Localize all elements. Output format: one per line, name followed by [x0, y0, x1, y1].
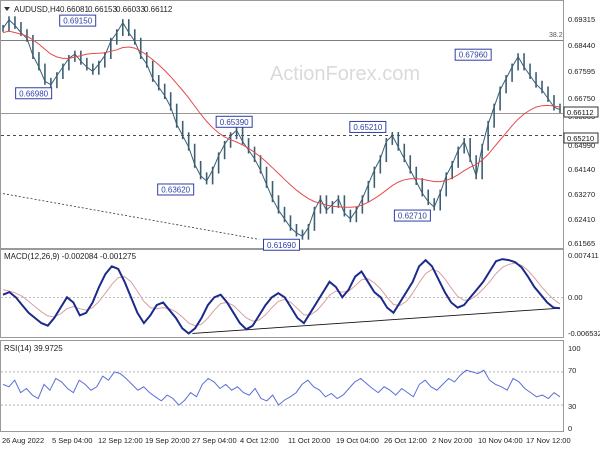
price-y-tick: 0.67595 [568, 67, 595, 76]
sma-line [2, 30, 561, 208]
macd-plot [1, 258, 563, 335]
x-tick: 27 Sep 04:00 [192, 436, 237, 445]
annotation-box [393, 209, 431, 222]
fib-label: 38.2 [549, 32, 563, 39]
price-ohlc-close: 0.66112 [144, 5, 173, 14]
macd-y-axis: 0.007411 0.00 -0.006532 [568, 251, 600, 338]
current-price-tag [563, 106, 599, 118]
price-y-tick: 0.61565 [568, 239, 595, 248]
price-line [2, 19, 561, 237]
price-annotation: 0.63620 [157, 183, 195, 196]
annotation-label: 0.65390 [220, 118, 249, 127]
annotation-label: 0.67960 [459, 51, 488, 60]
macd-title: MACD(12,26,9) -0.002084 -0.001275 [4, 252, 137, 261]
price-y-tick: 0.68440 [568, 41, 595, 50]
x-tick: 17 Nov 12:00 [526, 436, 571, 445]
price-plot [1, 16, 563, 240]
annotation-label: 0.63620 [161, 185, 190, 194]
watermark: ActionForex.com [270, 63, 420, 85]
macd-trendline [192, 307, 561, 334]
x-tick: 5 Sep 04:00 [52, 436, 92, 445]
annotation-box [15, 87, 53, 100]
x-tick: 26 Aug 2022 [2, 436, 44, 445]
macd-y-tick: 0.007411 [568, 251, 599, 260]
support-price-label: 0.65210 [567, 134, 594, 143]
rsi-y-tick: 30 [568, 402, 576, 411]
price-y-tick: 0.66750 [568, 94, 595, 103]
x-tick: 26 Oct 12:00 [384, 436, 427, 445]
annotation-box [263, 238, 300, 251]
x-tick: 4 Oct 12:00 [240, 436, 279, 445]
price-ohlc-high: 0.66153 [88, 5, 117, 14]
price-annotation: 0.65390 [215, 115, 253, 128]
pane-dropdown-icon [4, 7, 10, 11]
x-tick: 10 Nov 04:00 [478, 436, 523, 445]
x-axis: 26 Aug 2022 5 Sep 04:00 12 Sep 12:00 19 … [2, 436, 571, 445]
annotation-label: 0.69150 [63, 17, 92, 26]
price-annotation: 0.66980 [15, 87, 53, 100]
annotation-label: 0.61690 [267, 241, 296, 250]
x-tick: 11 Oct 20:00 [288, 436, 330, 445]
rsi-plot [1, 369, 563, 406]
price-annotation: 0.69150 [59, 14, 97, 27]
x-tick: 12 Sep 12:00 [98, 436, 143, 445]
price-title: AUDUSD,H4 [14, 5, 61, 14]
annotation-box [215, 115, 253, 128]
annotation-box [59, 14, 97, 27]
annotation-label: 0.66980 [19, 89, 48, 98]
rsi-y-tick: 0 [568, 424, 572, 433]
price-annotations: 0.69150 0.66980 0.65390 0.63620 0.61690 0.652… [15, 14, 492, 251]
x-tick: 2 Nov 20:00 [432, 436, 472, 445]
price-y-tick: 0.63270 [568, 190, 595, 199]
price-y-axis: 0.69315 0.68440 0.67595 0.66750 0.65865 … [568, 15, 595, 248]
annotation-label: 0.65210 [353, 123, 382, 132]
price-annotation: 0.65210 [349, 120, 387, 133]
price-y-tick: 0.69315 [568, 15, 595, 24]
price-annotation: 0.62710 [393, 209, 431, 222]
trendline-dotted [2, 193, 260, 240]
current-price-label: 0.66112 [567, 108, 594, 117]
annotation-label: 0.62710 [398, 212, 427, 221]
macd-line [2, 258, 561, 335]
price-y-tick: 0.64140 [568, 165, 595, 174]
rsi-pane-frame [0, 340, 564, 432]
price-y-tick: 0.62410 [568, 215, 595, 224]
annotation-box [454, 48, 492, 61]
macd-y-tick: 0.00 [568, 293, 583, 302]
x-tick: 19 Oct 04:00 [336, 436, 379, 445]
price-annotation: 0.67960 [454, 48, 492, 61]
support-price-tag [563, 132, 599, 144]
price-ohlc-low: 0.66033 [116, 5, 145, 14]
macd-y-tick: -0.006532 [568, 329, 600, 338]
x-tick: 19 Sep 20:00 [145, 436, 190, 445]
rsi-y-tick: 100 [568, 344, 581, 353]
rsi-line [2, 369, 561, 406]
price-annotation: 0.61690 [263, 238, 300, 251]
annotation-box [157, 183, 195, 196]
rsi-title: RSI(14) 39.9725 [4, 344, 63, 353]
price-y-tick: 0.64990 [568, 141, 595, 150]
price-pane-frame [0, 0, 564, 249]
rsi-y-tick: 70 [568, 366, 576, 375]
annotation-box [349, 120, 387, 133]
rsi-y-axis: 100 70 30 0 [568, 344, 581, 433]
price-ohlc-open: 0.66081 [60, 5, 89, 14]
